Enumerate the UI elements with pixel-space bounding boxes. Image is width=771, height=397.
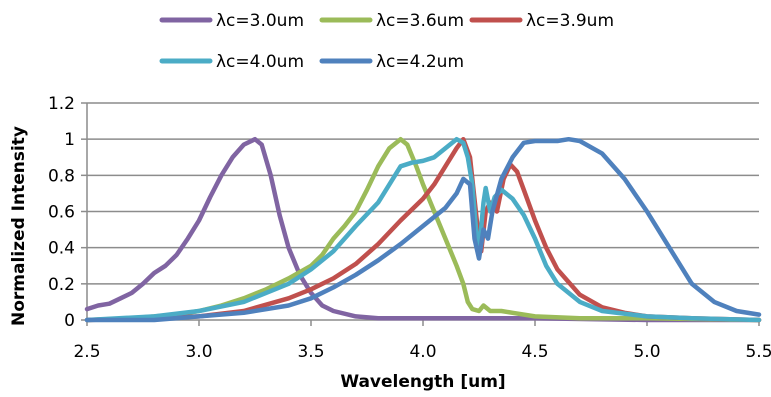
y-tick-label: 0.4: [48, 239, 75, 259]
series-line-1: [84, 136, 762, 323]
x-tick-label: 2.5: [73, 342, 100, 362]
legend-label-1: λc=3.0um: [216, 11, 304, 31]
series-layer: [84, 136, 762, 323]
series-line-5: [84, 136, 762, 323]
series-line-2: [84, 136, 762, 323]
x-tick-label: 3.5: [297, 342, 324, 362]
legend-label-2: λc=3.6um: [376, 11, 464, 31]
x-axis-title: Wavelength [um]: [340, 372, 505, 392]
x-tick-label: 4.5: [521, 342, 548, 362]
series-line-4: [84, 136, 762, 323]
y-tick-label: 0.8: [48, 166, 75, 186]
legend-label-4: λc=4.0um: [216, 52, 304, 72]
x-tick-label: 5.0: [633, 342, 660, 362]
y-tick-label: 0.2: [48, 275, 75, 295]
x-tick-label: 3.0: [185, 342, 212, 362]
x-tick-label: 5.5: [745, 342, 771, 362]
x-tick-label: 4.0: [409, 342, 436, 362]
grid-layer: [87, 102, 759, 321]
legend-label-3: λc=3.9um: [526, 11, 614, 31]
axis-layer: 0 0.2 0.4 0.6 0.8 1 1.2 2.5 3.0 3.5 4.0 4.5 5.0 5.5: [48, 94, 771, 362]
y-tick-label: 0.6: [48, 203, 75, 223]
legend: λc=3.0um λc=3.6um λc=3.9um λc=4.0um λc=4.2um: [159, 11, 614, 72]
legend-label-5: λc=4.2um: [376, 52, 464, 72]
y-tick-label: 1: [64, 130, 75, 150]
y-axis-title: Normalized Intensity: [9, 126, 29, 326]
y-tick-label: 0: [64, 311, 75, 331]
y-tick-label: 1.2: [48, 94, 75, 114]
